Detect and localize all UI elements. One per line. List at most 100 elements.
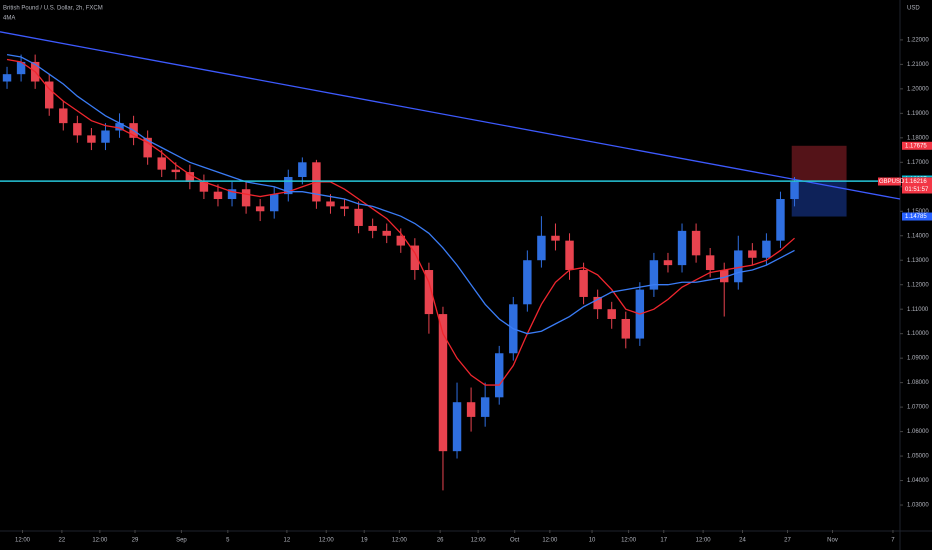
candle-body: [466, 402, 476, 417]
price-label: 1.17675: [905, 143, 927, 149]
x-tick-label: 19: [361, 538, 368, 544]
candle-body: [185, 172, 195, 182]
x-tick-label: 26: [437, 538, 444, 544]
y-tick-label: 1.20000: [907, 86, 929, 92]
candle-body: [73, 123, 82, 136]
candle-body: [326, 201, 335, 207]
indicator-label: 4MA: [3, 16, 15, 22]
x-tick-label: 29: [132, 538, 139, 544]
candle-body: [213, 191, 223, 200]
candle-body: [255, 206, 265, 212]
x-tick-label: 12:00: [542, 538, 558, 544]
x-tick-label: 12:00: [319, 538, 335, 544]
x-tick-label: 5: [226, 538, 230, 544]
candle-body: [382, 230, 391, 236]
y-tick-label: 1.12000: [907, 282, 929, 288]
candle-body: [720, 270, 729, 283]
candle-body: [396, 235, 405, 246]
y-tick-label: 1.04000: [907, 478, 929, 484]
price-label-bg: [902, 212, 932, 221]
y-tick-label: 1.21000: [907, 62, 929, 68]
x-tick-label: 12:00: [15, 538, 31, 544]
countdown: 01:51:57: [905, 187, 929, 193]
y-tick-label: 1.06000: [907, 429, 929, 435]
x-tick-label: 12:00: [696, 538, 712, 544]
x-tick-label: 7: [891, 538, 895, 544]
x-tick-label: 12:00: [92, 538, 108, 544]
candle-body: [340, 206, 349, 209]
candle-body: [790, 181, 799, 200]
candle-body: [115, 123, 124, 131]
candle-body: [227, 189, 237, 200]
symbol-label: GBPUSD: [879, 179, 905, 185]
y-tick-label: 1.08000: [907, 380, 929, 386]
candle-body: [410, 245, 420, 271]
chart-title: British Pound / U.S. Dollar, 2h, FXCM: [3, 6, 103, 12]
y-tick-label: 1.07000: [907, 405, 929, 411]
candle-body: [480, 397, 490, 417]
candle-body: [438, 314, 448, 452]
candle-body: [607, 309, 616, 319]
y-tick-label: 1.15000: [907, 209, 929, 215]
symbol-label-bg: [878, 177, 901, 186]
y-tick-label: 1.09000: [907, 356, 929, 362]
target-zone: [791, 181, 847, 217]
moving-average: [6, 58, 795, 386]
candle-body: [677, 230, 687, 266]
x-tick-label: 27: [784, 538, 791, 544]
x-tick-label: 22: [59, 538, 66, 544]
trendline: [0, 31, 901, 200]
price-label-bg: [902, 177, 932, 194]
candle-body: [537, 235, 546, 261]
stop-zone: [791, 145, 847, 182]
y-tick-label: 1.14000: [907, 233, 929, 239]
candle-body: [284, 176, 293, 195]
candle-body: [579, 270, 588, 297]
candle-body: [621, 318, 630, 339]
price-label: 1.14785: [905, 214, 927, 220]
x-tick-label: 12:00: [471, 538, 487, 544]
candle-body: [776, 199, 785, 241]
candle-body: [199, 181, 209, 192]
candle-body: [705, 255, 715, 271]
candle-body: [495, 353, 504, 398]
candle-body: [734, 250, 743, 283]
candle-body: [171, 169, 180, 173]
candle-body: [762, 240, 771, 258]
x-tick-label: Nov: [827, 538, 838, 544]
candle-body: [551, 235, 560, 241]
currency-label: USD: [907, 6, 920, 12]
y-tick-label: 1.19000: [907, 111, 929, 117]
candle-body: [649, 260, 659, 290]
candle-body: [157, 157, 166, 170]
x-tick-label: Sep: [176, 538, 187, 544]
candle-body: [663, 260, 673, 266]
candle-body: [241, 189, 251, 207]
candle-body: [298, 162, 307, 177]
x-tick-label: 12:00: [392, 538, 408, 544]
candle-body: [87, 135, 96, 143]
y-tick-label: 1.22000: [907, 37, 929, 43]
y-tick-label: 1.03000: [907, 503, 929, 509]
candle-body: [2, 74, 12, 82]
candle-body: [45, 81, 54, 109]
candle-body: [143, 137, 152, 158]
y-tick-label: 1.17000: [907, 160, 929, 166]
x-tick-label: 12: [284, 538, 291, 544]
moving-average: [6, 53, 795, 335]
candle-body: [16, 61, 26, 75]
candle-body: [368, 225, 377, 231]
y-tick-label: 1.05000: [907, 454, 929, 460]
x-tick-label: 24: [739, 538, 746, 544]
x-tick-label: Oct: [510, 538, 520, 544]
candle-body: [593, 296, 602, 310]
x-tick-label: 17: [660, 538, 667, 544]
price-label-bg: [902, 141, 932, 150]
candle-body: [59, 108, 68, 124]
candle-body: [354, 208, 363, 226]
y-tick-label: 1.11000: [907, 307, 929, 313]
y-tick-label: 1.10000: [907, 331, 929, 337]
candle-body: [270, 194, 279, 212]
